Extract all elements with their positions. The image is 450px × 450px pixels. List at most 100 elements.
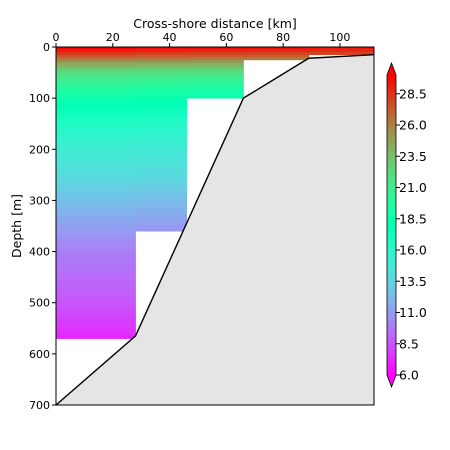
heat-cell xyxy=(135,159,188,163)
heat-cell xyxy=(56,243,136,247)
heat-cell xyxy=(56,241,136,245)
heat-cell xyxy=(56,131,136,135)
heat-cell xyxy=(56,236,136,240)
heat-cell xyxy=(135,218,188,222)
temperature-field xyxy=(56,47,374,339)
heat-cell xyxy=(56,110,136,114)
heat-cell xyxy=(135,54,188,58)
heat-cell xyxy=(308,49,374,53)
heat-cell xyxy=(56,182,136,186)
heat-cell xyxy=(56,305,136,309)
heat-cell xyxy=(56,118,136,122)
heat-cell xyxy=(135,62,188,66)
heat-cell xyxy=(56,213,136,217)
heat-cell xyxy=(135,174,188,178)
heat-cell xyxy=(186,95,244,99)
heat-cell xyxy=(135,208,188,212)
x-axis: 0 20 40 60 80 100 xyxy=(53,31,350,47)
heat-cell xyxy=(56,312,136,316)
heat-cell xyxy=(56,233,136,237)
x-tick-label: 60 xyxy=(219,31,233,44)
heat-cell xyxy=(56,328,136,332)
heat-cell xyxy=(56,292,136,296)
heat-cell xyxy=(56,57,136,61)
heat-cell xyxy=(135,136,188,140)
heat-cell xyxy=(56,75,136,79)
heat-cell xyxy=(186,54,244,58)
heat-cell xyxy=(56,47,136,50)
heat-cell xyxy=(135,215,188,219)
heat-cell xyxy=(243,57,310,61)
heat-cell xyxy=(56,289,136,293)
heat-cell xyxy=(56,238,136,242)
heat-cell xyxy=(56,330,136,334)
heat-cell xyxy=(56,98,136,102)
heat-cell xyxy=(135,123,188,127)
heat-cell xyxy=(56,116,136,119)
heat-cell xyxy=(135,154,188,158)
heat-cell xyxy=(56,121,136,125)
heat-cell xyxy=(56,108,136,112)
colorbar-extend-max xyxy=(387,63,396,75)
colorbar-tick-label: 18.5 xyxy=(399,211,427,226)
heat-cell xyxy=(135,151,188,155)
heat-cell xyxy=(56,254,136,258)
heat-cell xyxy=(56,162,136,166)
heat-cell xyxy=(56,220,136,224)
heat-cell xyxy=(135,141,188,145)
heat-cell xyxy=(56,325,136,329)
heat-cell xyxy=(56,261,136,265)
heat-cell xyxy=(135,226,188,229)
heat-cell xyxy=(135,57,188,61)
heat-cell xyxy=(186,47,244,50)
heat-cell xyxy=(135,192,188,196)
heat-cell xyxy=(186,75,244,79)
heat-cell xyxy=(135,103,188,107)
heat-cell xyxy=(56,105,136,109)
y-axis: 0 100 200 300 400 500 600 700 xyxy=(29,41,56,412)
heat-cell xyxy=(135,172,188,176)
heat-cell xyxy=(56,318,136,322)
heat-cell xyxy=(56,54,136,58)
colorbar-tick-label: 26.0 xyxy=(399,118,427,133)
heat-cell xyxy=(56,151,136,155)
heat-cell xyxy=(56,123,136,127)
colorbar-tick-label: 21.0 xyxy=(399,180,427,195)
colorbar-tick-label: 13.5 xyxy=(399,274,427,289)
heat-cell xyxy=(135,202,188,206)
heat-cell xyxy=(135,77,188,81)
heat-cell xyxy=(56,231,136,235)
heat-cell xyxy=(56,307,136,311)
heat-cell xyxy=(186,93,244,96)
heat-cell xyxy=(56,190,136,194)
heat-cell xyxy=(56,139,136,143)
heat-cell xyxy=(135,133,188,137)
heat-cell xyxy=(186,49,244,53)
heat-cell xyxy=(135,85,188,89)
heat-cell xyxy=(135,113,188,117)
heat-cell xyxy=(186,82,244,86)
heat-cell xyxy=(135,80,188,84)
heat-cell xyxy=(135,197,188,201)
heat-cell xyxy=(243,47,310,50)
heat-cell xyxy=(186,57,244,61)
heat-cell xyxy=(135,52,188,56)
heat-cell xyxy=(56,251,136,255)
heat-cell xyxy=(135,182,188,186)
heat-cell xyxy=(56,269,136,273)
heat-cell xyxy=(186,87,244,91)
heat-cell xyxy=(135,179,188,183)
heat-cell xyxy=(56,208,136,212)
heat-cell xyxy=(56,93,136,96)
heat-cell xyxy=(56,259,136,263)
heat-cell xyxy=(56,172,136,176)
heat-cell xyxy=(56,95,136,99)
heat-cell xyxy=(56,295,136,298)
heat-cell xyxy=(186,90,244,94)
heat-cell xyxy=(56,335,136,339)
heat-cell xyxy=(56,167,136,171)
heat-cell xyxy=(56,205,136,209)
heat-cell xyxy=(308,47,374,50)
heat-cell xyxy=(56,264,136,268)
plot-frame xyxy=(55,46,375,406)
